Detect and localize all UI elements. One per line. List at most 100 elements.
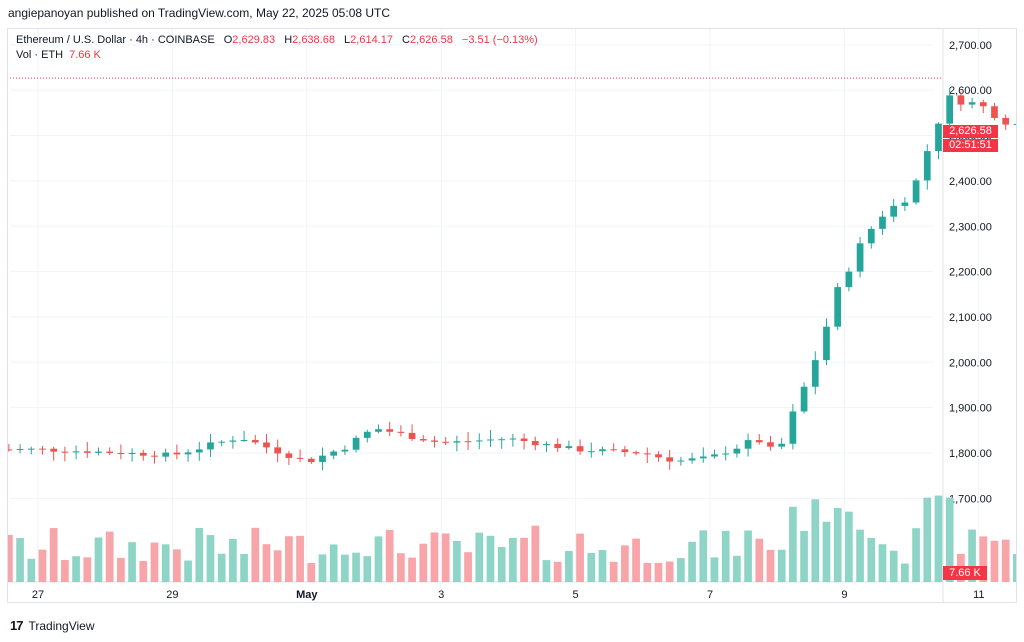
candle-body: [1002, 117, 1010, 125]
candle-body: [39, 448, 46, 450]
volume-bar: [990, 540, 999, 582]
x-tick-label: 7: [707, 589, 713, 601]
candle-body: [655, 454, 662, 458]
symbol-title[interactable]: Ethereum / U.S. Dollar · 4h · COINBASE: [16, 34, 215, 46]
open-value: 2,629.83: [232, 34, 276, 46]
y-tick-label: 2,100.00: [949, 312, 992, 324]
candle-body: [1013, 123, 1016, 125]
publisher-line: angiepanoyan published on TradingView.co…: [8, 6, 391, 20]
candle-body: [240, 439, 248, 441]
volume-bar: [699, 530, 708, 582]
candle-body: [453, 441, 461, 443]
candle-body: [733, 448, 741, 454]
volume-bar: [285, 536, 293, 582]
volume-bar: [139, 561, 148, 582]
candle-body: [554, 443, 562, 449]
candle-body: [207, 442, 214, 450]
candle-body: [778, 443, 786, 447]
volume-legend[interactable]: Vol · ETH 7.66 K: [16, 49, 101, 61]
volume-bar: [688, 541, 696, 582]
candle-body: [195, 449, 203, 453]
candle-body: [330, 451, 338, 456]
ohlc-legend[interactable]: Ethereum / U.S. Dollar · 4h · COINBASE O…: [16, 34, 538, 46]
volume-bar: [766, 549, 775, 582]
x-tick-label: 29: [166, 589, 178, 601]
y-tick-label: 1,800.00: [949, 448, 992, 460]
candle-body: [419, 438, 427, 441]
volume-bar: [161, 544, 170, 582]
volume-bar: [822, 521, 831, 582]
volume-bar: [453, 540, 461, 582]
volume-bar: [565, 550, 573, 582]
volume-bar: [609, 561, 618, 582]
candle-body: [296, 457, 304, 459]
volume-bar: [979, 536, 988, 582]
candle-body: [789, 411, 797, 444]
volume-value: 7.66 K: [69, 49, 101, 61]
volume-bar: [833, 507, 842, 582]
volume-bar: [430, 532, 439, 582]
candle-body: [845, 271, 853, 288]
volume-bar: [374, 536, 383, 582]
volume-bar: [845, 511, 853, 582]
volume-bar: [240, 553, 248, 582]
volume-bar: [800, 530, 808, 582]
change-value: −3.51 (−0.13%): [461, 34, 538, 46]
volume-bar: [777, 549, 786, 582]
candle-body: [722, 453, 730, 455]
candle-body: [587, 451, 595, 453]
volume-bar: [889, 550, 898, 582]
y-tick-label: 2,600.00: [949, 85, 992, 97]
volume-bar: [945, 497, 954, 582]
volume-bar: [856, 529, 864, 582]
volume-bar: [878, 544, 887, 582]
x-tick-label: 27: [32, 589, 44, 601]
volume-bar: [1001, 539, 1010, 582]
candle-body: [565, 446, 573, 449]
volume-bar: [195, 528, 204, 582]
volume-bar: [441, 533, 450, 582]
volume-bar: [117, 557, 125, 582]
open-label: O: [223, 34, 233, 46]
y-tick-label: 1,900.00: [949, 403, 992, 415]
chart-frame[interactable]: 1,700.00 1,800.00 1,900.00 2,000.00 2,100.00…: [7, 28, 1017, 603]
chart-canvas[interactable]: 1,700.00 1,800.00 1,900.00 2,000.00 2,100.00…: [8, 29, 1016, 602]
candle-body: [823, 326, 830, 361]
candle-body: [319, 455, 326, 462]
tradingview-logo-icon: 17: [10, 618, 24, 633]
candle-body: [27, 448, 35, 450]
volume-bar: [542, 560, 551, 582]
candle-body: [263, 442, 270, 448]
candle-body: [666, 457, 674, 462]
candle-body: [173, 452, 181, 455]
volume-bar: [475, 532, 484, 582]
volume-bar: [408, 557, 416, 582]
volume-bar: [307, 563, 316, 582]
x-tick-label: 11: [973, 589, 984, 601]
volume-bar: [654, 562, 663, 582]
candle-body: [341, 449, 349, 452]
volume-bar: [262, 544, 271, 582]
candle-body: [139, 452, 147, 456]
volume-bar: [83, 557, 92, 582]
footer-brand: TradingView: [28, 618, 95, 633]
volume-bar: [128, 542, 136, 582]
candle-body: [16, 448, 24, 450]
volume-bar: [184, 560, 192, 582]
close-label: C: [402, 34, 410, 46]
candle-body: [375, 429, 382, 432]
candle-body: [72, 451, 80, 453]
volume-bar: [150, 542, 159, 582]
volume-bar: [363, 556, 372, 582]
candle-body: [879, 216, 886, 229]
candle-body: [8, 449, 13, 451]
volume-bar: [811, 499, 820, 582]
candle-body: [397, 431, 405, 433]
volume-bar: [789, 506, 797, 582]
volume-bar: [217, 553, 226, 582]
volume-bar: [397, 553, 405, 582]
volume-bar: [464, 552, 472, 582]
volume-bar: [497, 546, 506, 582]
volume-bar: [318, 554, 327, 582]
candle-body: [106, 451, 114, 454]
